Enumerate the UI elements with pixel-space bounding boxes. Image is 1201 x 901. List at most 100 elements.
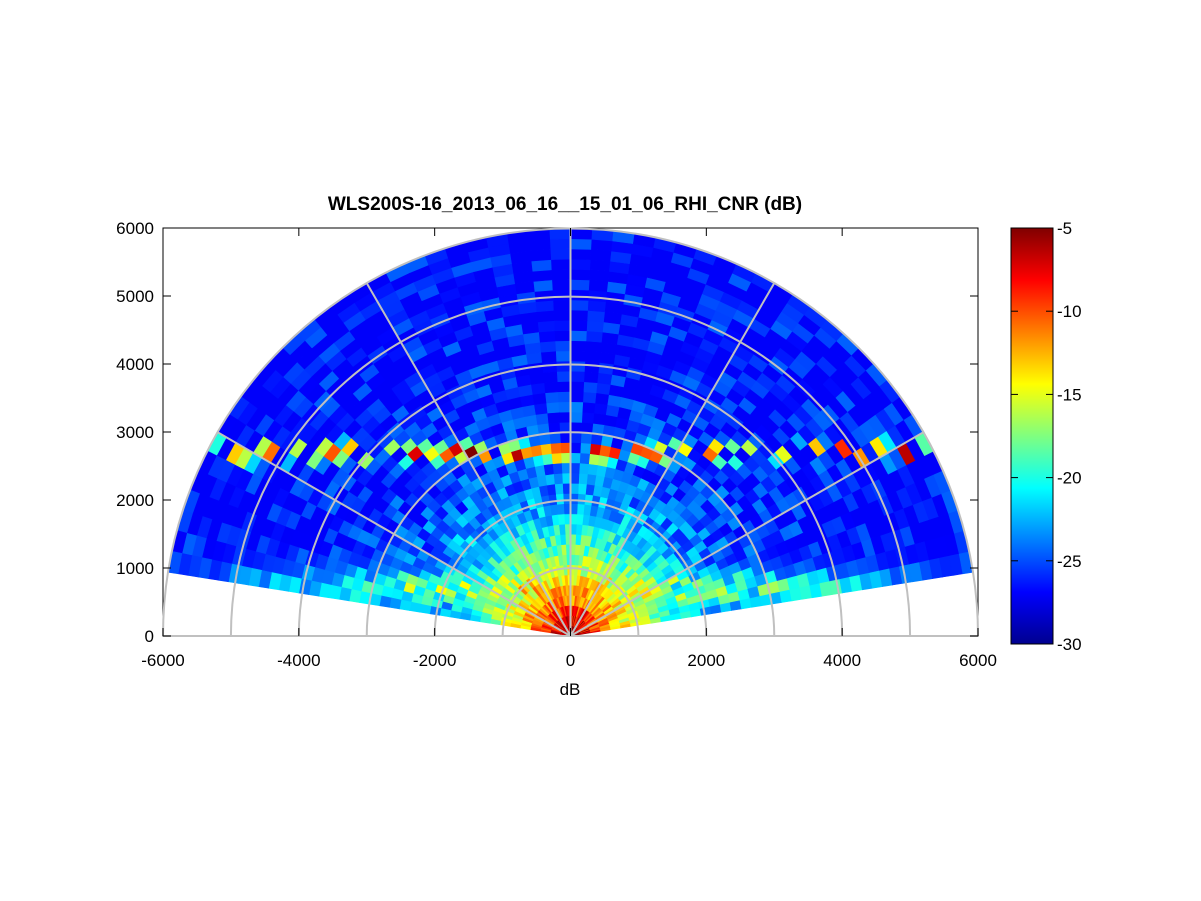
- cnr-cell: [586, 320, 604, 333]
- cnr-cell: [552, 462, 563, 475]
- cnr-cell: [539, 340, 556, 353]
- colorbar-tick-label: -10: [1057, 302, 1082, 321]
- cnr-cell: [586, 473, 597, 486]
- x-tick-label: 6000: [959, 651, 997, 670]
- cnr-cell: [590, 238, 613, 252]
- cnr-cell: [589, 249, 612, 262]
- x-axis: -6000 -4000 -2000 0 2000 4000 6000: [141, 228, 997, 670]
- cnr-cell: [577, 483, 587, 495]
- colorbar-ticks: -5 -10 -15 -20 -25 -30: [1011, 219, 1082, 654]
- cnr-cell: [561, 472, 571, 484]
- cnr-cell: [538, 330, 556, 343]
- cnr-cell: [541, 360, 557, 373]
- y-axis: 0 1000 2000 3000 4000 5000 6000: [116, 219, 978, 646]
- cnr-cell: [570, 238, 592, 250]
- cnr-cell: [553, 472, 563, 485]
- cnr-cell: [556, 380, 571, 393]
- azimuth-spoke: [365, 282, 572, 637]
- cnr-cell: [560, 452, 571, 464]
- colorbar-tick-label: -25: [1057, 552, 1082, 571]
- cnr-cell: [550, 268, 571, 281]
- cnr-cell: [570, 380, 585, 393]
- colorbar-tick-label: -20: [1057, 469, 1082, 488]
- y-tick-label: 4000: [116, 355, 154, 374]
- x-tick-label: -6000: [141, 651, 184, 670]
- azimuth-spoke: [569, 431, 924, 637]
- cnr-cell: [581, 411, 595, 424]
- x-axis-label: dB: [560, 680, 581, 699]
- cnr-cell: [549, 248, 571, 260]
- cnr-cell: [535, 412, 549, 426]
- cnr-cell: [554, 483, 564, 495]
- cnr-cell: [528, 238, 551, 252]
- cnr-cell: [585, 330, 603, 343]
- cnr-cell: [563, 503, 571, 515]
- cnr-cell: [560, 442, 571, 454]
- x-tick-label: -2000: [413, 651, 456, 670]
- cnr-cell: [542, 371, 558, 384]
- cnr-cell: [562, 482, 571, 494]
- cnr-cell: [588, 453, 600, 466]
- cnr-cell: [557, 391, 571, 403]
- cnr-cell: [570, 319, 588, 332]
- cnr-cell: [555, 360, 571, 372]
- cnr-cell: [583, 371, 599, 384]
- cnr-cell: [576, 503, 585, 515]
- cnr-cell: [549, 238, 571, 250]
- y-tick-label: 0: [145, 627, 154, 646]
- cnr-cell: [399, 599, 412, 611]
- cnr-cell: [554, 330, 571, 342]
- cnr-cell: [389, 597, 402, 610]
- x-tick-label: 2000: [687, 651, 725, 670]
- cnr-cell: [581, 401, 596, 414]
- cnr-cell: [570, 503, 578, 515]
- cnr-cell: [592, 412, 606, 426]
- cnr-cell: [531, 392, 547, 405]
- cnr-cell: [583, 493, 594, 506]
- azimuth-spoke: [569, 282, 776, 637]
- cnr-cell: [570, 452, 581, 464]
- azimuth-spoke: [217, 431, 572, 637]
- cnr-cell: [582, 503, 592, 516]
- cnr-cell: [574, 544, 581, 556]
- cnr-cell: [585, 340, 602, 353]
- cnr-cell: [589, 443, 602, 456]
- cnr-cell: [570, 370, 585, 383]
- cnr-cell: [550, 258, 571, 271]
- cnr-cell: [558, 421, 571, 433]
- cnr-cell: [544, 391, 559, 404]
- polar-grid: [162, 227, 979, 637]
- cnr-cell: [530, 259, 552, 272]
- cnr-cell: [597, 454, 609, 467]
- cnr-cell: [594, 392, 610, 405]
- cnr-cell: [533, 402, 548, 415]
- cnr-cell: [539, 443, 552, 456]
- cnr-cell: [576, 513, 584, 525]
- cnr-cell: [570, 268, 591, 281]
- cnr-cell: [570, 442, 581, 454]
- cnr-cell: [556, 370, 571, 383]
- cnr-cell: [570, 350, 586, 362]
- cnr-cell: [589, 259, 611, 272]
- cnr-cell: [545, 401, 560, 414]
- cnr-scan-cells: [167, 228, 974, 637]
- cnr-cell: [553, 309, 571, 321]
- cnr-cell: [570, 493, 579, 505]
- cnr-cell: [584, 350, 601, 363]
- cnr-cell: [561, 462, 571, 474]
- cnr-cell: [551, 279, 571, 291]
- colorbar: [1010, 227, 1054, 645]
- cnr-cell: [532, 279, 553, 292]
- cnr-cell: [562, 493, 571, 505]
- cnr-cell: [533, 289, 554, 303]
- cnr-cell: [579, 442, 592, 454]
- cnr-cell: [570, 258, 591, 271]
- cnr-cell: [531, 269, 553, 282]
- cnr-cell: [540, 350, 557, 363]
- cnr-cell: [593, 402, 608, 415]
- cnr-cell: [570, 482, 579, 494]
- cnr-cell: [570, 401, 584, 413]
- cnr-cell: [586, 310, 605, 323]
- cnr-cell: [570, 248, 592, 260]
